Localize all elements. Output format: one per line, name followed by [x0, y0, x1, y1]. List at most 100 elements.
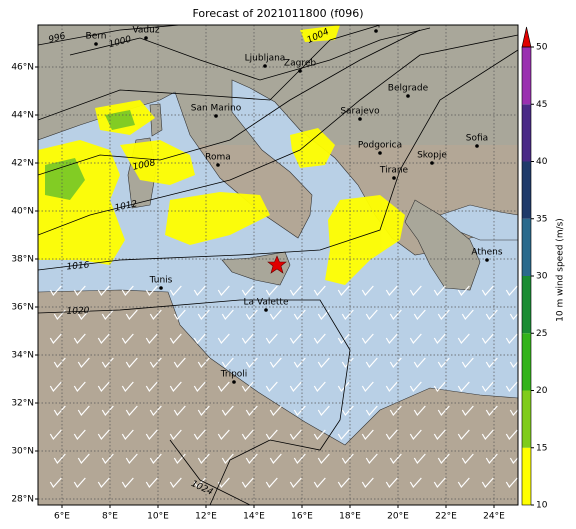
wind-barb: [241, 333, 254, 345]
wind-area: [120, 140, 195, 185]
wind-barb: [461, 453, 474, 465]
wind-barb: [317, 453, 330, 465]
wind-barb: [365, 405, 378, 417]
wind-barb: [53, 309, 66, 321]
x-tick-label: 16°E: [291, 512, 313, 522]
wind-barb: [461, 357, 474, 369]
colorbar-label: 10 m wind speed (m/s): [556, 218, 566, 322]
city-label: Skopje: [417, 151, 447, 161]
wind-barb: [509, 456, 518, 465]
colorbar-tick-label: 45: [536, 100, 547, 110]
wind-barb: [289, 285, 302, 297]
city-label: Vaduz: [132, 26, 159, 36]
y-tick-label: 42°N: [11, 159, 34, 169]
colorbar-tick-label: 50: [536, 43, 548, 53]
wind-barb: [49, 477, 62, 489]
wind-barb: [265, 333, 278, 345]
wind-barb: [505, 285, 518, 297]
colorbar-tick-label: 10: [536, 501, 548, 511]
wind-barb: [221, 309, 234, 321]
wind-barb: [509, 312, 518, 321]
wind-barb: [245, 357, 258, 369]
wind-barb: [485, 453, 498, 465]
wind-barb: [365, 309, 378, 321]
wind-barb: [485, 405, 498, 417]
city-dot: [475, 144, 479, 148]
wind-barb: [53, 453, 66, 465]
y-tick-label: 36°N: [11, 303, 34, 313]
wind-barb: [409, 477, 422, 489]
wind-barb: [385, 429, 398, 441]
wind-barb: [77, 357, 90, 369]
wind-barb: [169, 285, 182, 297]
city-dot: [374, 29, 378, 33]
wind-barb: [433, 333, 446, 345]
wind-barb: [53, 357, 66, 369]
wind-barb: [409, 381, 422, 393]
wind-barb: [409, 333, 422, 345]
city-dot: [144, 36, 148, 40]
isobar-label: 1016: [66, 260, 90, 272]
wind-barb: [121, 381, 134, 393]
colorbar-tick-label: 25: [536, 329, 547, 339]
y-tick-label: 44°N: [11, 111, 34, 121]
wind-barb: [97, 333, 110, 345]
city-dot: [392, 176, 396, 180]
wind-barb: [101, 453, 114, 465]
wind-barb: [437, 309, 450, 321]
wind-barb: [145, 477, 158, 489]
colorbar-segment: [522, 47, 531, 105]
wind-barb: [385, 381, 398, 393]
wind-barb: [197, 309, 210, 321]
wind-barb: [437, 357, 450, 369]
wind-barb: [49, 381, 62, 393]
wind-barb: [269, 357, 282, 369]
y-tick-label: 30°N: [11, 447, 34, 457]
wind-barb: [481, 429, 494, 441]
city-dot: [263, 64, 267, 68]
wind-barb: [505, 333, 518, 345]
wind-barb: [485, 309, 498, 321]
city-label: Ljubljana: [245, 54, 286, 64]
wind-barb: [53, 405, 66, 417]
city-label: Sofia: [466, 134, 488, 144]
wind-barb: [149, 405, 162, 417]
city-dot: [216, 163, 220, 167]
city-dot: [378, 151, 382, 155]
wind-barb: [217, 381, 230, 393]
map-axes: 6°E 8°E 10°E 12°E 14°E 16°E 18°E 20°E 22°E 24°E 28…: [11, 63, 505, 522]
wind-barb: [125, 405, 138, 417]
wind-barb: [97, 477, 110, 489]
y-tick-label: 28°N: [11, 495, 34, 505]
wind-barbs: [49, 285, 518, 489]
colorbar-segment: [522, 104, 531, 162]
wind-barb: [485, 357, 498, 369]
wind-barb: [389, 309, 402, 321]
wind-barb: [317, 309, 330, 321]
city-dot: [94, 42, 98, 46]
colorbar-segment: [522, 390, 531, 448]
city-label: Athens: [471, 248, 502, 258]
wind-barb: [149, 357, 162, 369]
city-label: Sarajevo: [340, 107, 380, 117]
wind-barb: [457, 477, 470, 489]
isobar-line: [169, 439, 251, 505]
wind-barb: [317, 405, 330, 417]
wind-barb: [293, 357, 306, 369]
wind-barb: [265, 477, 278, 489]
wind-barb: [97, 285, 110, 297]
wind-barb: [73, 429, 86, 441]
graticule: [38, 25, 518, 505]
wind-area: [165, 192, 270, 245]
colorbar-tick-label: 35: [536, 214, 547, 224]
colorbar-segment: [522, 333, 531, 391]
wind-barb: [293, 453, 306, 465]
wind-barb: [313, 285, 326, 297]
wind-barb: [125, 453, 138, 465]
wind-barb: [505, 477, 518, 489]
wind-barb: [389, 405, 402, 417]
wind-barb: [341, 453, 354, 465]
x-tick-label: 8°E: [102, 512, 118, 522]
wind-barb: [197, 405, 210, 417]
